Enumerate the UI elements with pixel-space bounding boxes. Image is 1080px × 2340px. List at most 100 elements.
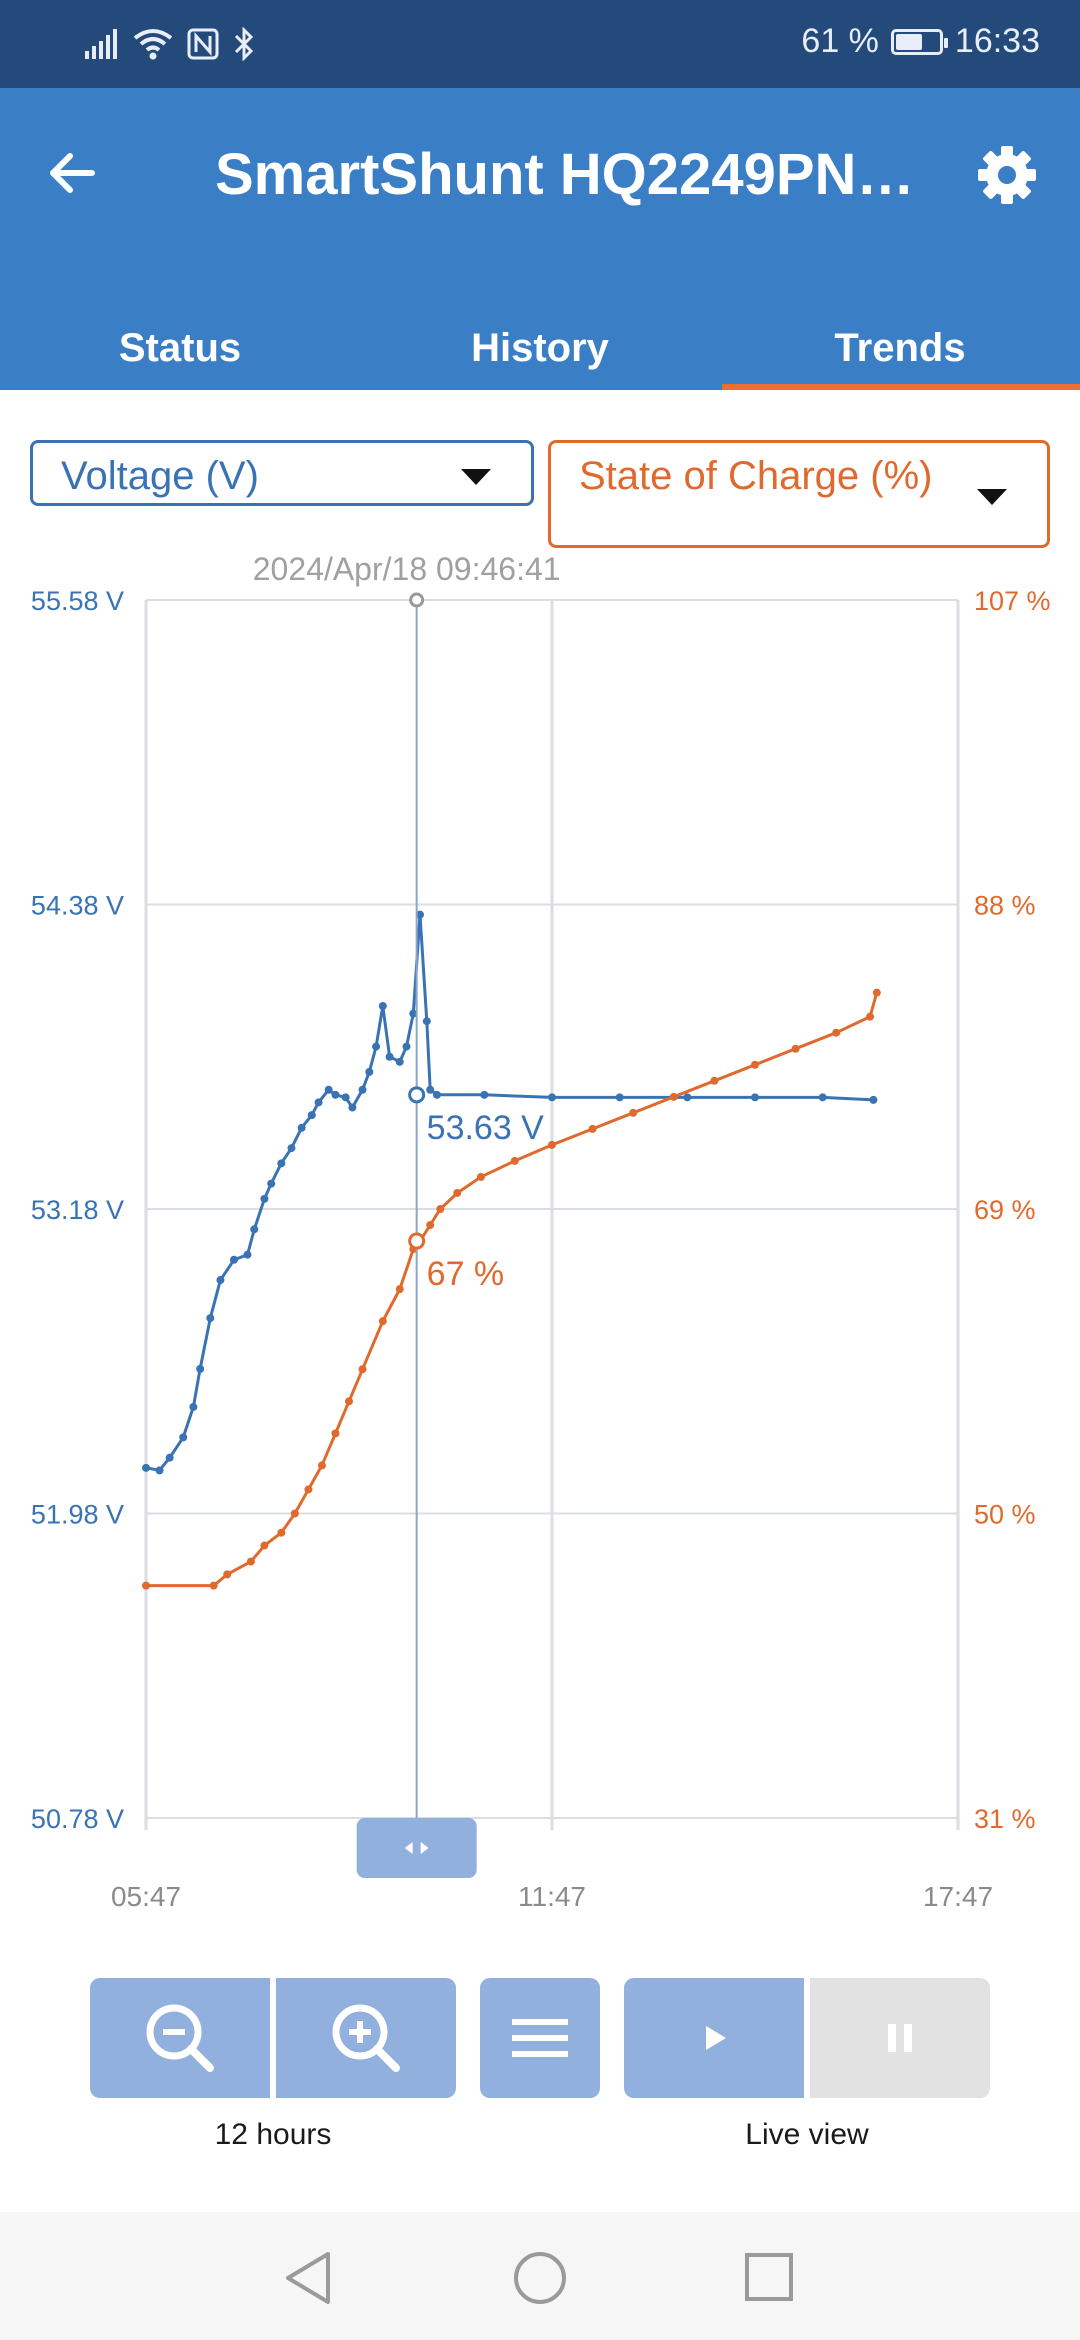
cursor-soc-label: 67 % [427, 1255, 505, 1293]
battery-icon [890, 28, 948, 55]
voltage-point [260, 1194, 269, 1203]
voltage-point [243, 1250, 252, 1259]
signal-icon [85, 29, 117, 59]
nav-home-icon[interactable] [512, 2250, 568, 2306]
soc-line [146, 992, 879, 1588]
cursor-voltage-label: 53.63 V [427, 1109, 545, 1147]
voltage-point [287, 1144, 296, 1153]
status-right: 61 % 16:33 [801, 22, 1040, 61]
soc-point [317, 1461, 326, 1470]
left-series-value: Voltage (V) [61, 454, 259, 498]
soc-point [548, 1140, 556, 1149]
clock: 16:33 [954, 22, 1040, 60]
tab-bar: Status History Trends [0, 286, 1080, 390]
voltage-point [385, 1052, 394, 1061]
cursor-drag-handle[interactable] [356, 1818, 477, 1878]
soc-point [872, 988, 881, 997]
voltage-point [416, 910, 425, 919]
zoom-out-button[interactable] [90, 1978, 270, 2098]
soc-point [510, 1156, 519, 1165]
voltage-point [372, 1042, 381, 1051]
soc-point [395, 1285, 404, 1294]
y-right-tick-label: 50 % [974, 1500, 1036, 1530]
y-left-tick-label: 54.38 V [31, 891, 124, 921]
voltage-point [277, 1159, 286, 1168]
voltage-point [426, 1085, 435, 1094]
y-right-tick-label: 69 % [974, 1195, 1036, 1225]
bluetooth-icon [234, 27, 254, 61]
tab-history-label: History [471, 326, 609, 370]
soc-point [476, 1172, 485, 1181]
wifi-icon [133, 29, 173, 60]
system-nav-bar [0, 2212, 1080, 2340]
active-tab-indicator [722, 384, 1080, 390]
soc-point [246, 1557, 255, 1566]
tab-status[interactable]: Status [0, 286, 360, 390]
soc-point [453, 1188, 462, 1197]
voltage-point [229, 1255, 238, 1264]
soc-point [358, 1365, 367, 1374]
battery-level [895, 33, 922, 50]
soc-point [209, 1581, 218, 1590]
voltage-point [324, 1085, 333, 1094]
voltage-point [395, 1057, 404, 1066]
voltage-point [402, 1042, 411, 1051]
chevron-down-icon [461, 469, 491, 485]
zoom-in-icon [332, 2004, 400, 2072]
voltage-point [331, 1090, 340, 1099]
cursor-top-marker [409, 592, 425, 608]
play-icon [706, 2026, 726, 2050]
handle-right-arrow-icon [420, 1842, 429, 1854]
soc-point [669, 1092, 678, 1101]
voltage-point [155, 1466, 164, 1475]
live-view-label: Live view [745, 2118, 869, 2151]
menu-button[interactable] [480, 1978, 600, 2098]
tab-history[interactable]: History [360, 286, 720, 390]
voltage-point [314, 1098, 323, 1107]
voltage-point [250, 1225, 259, 1234]
nav-recents-icon[interactable] [744, 2252, 794, 2302]
tab-trends[interactable]: Trends [720, 286, 1080, 390]
voltage-point [165, 1453, 174, 1462]
voltage-point [189, 1402, 198, 1411]
app-bar: SmartShunt HQ2249PNWKKF Status History T… [0, 88, 1080, 390]
voltage-point [683, 1093, 692, 1102]
soc-point [304, 1485, 313, 1494]
y-right-tick-label: 107 % [974, 586, 1051, 616]
y-right-tick-label: 88 % [974, 891, 1036, 921]
soc-point [629, 1108, 638, 1117]
gear-icon[interactable] [974, 142, 1040, 208]
voltage-point [179, 1433, 188, 1442]
soc-point [710, 1076, 719, 1085]
voltage-point [869, 1095, 878, 1104]
voltage-point [548, 1093, 556, 1102]
soc-point [378, 1317, 387, 1326]
voltage-point [348, 1103, 357, 1112]
y-left-tick-label: 55.58 V [31, 586, 124, 616]
voltage-point [216, 1276, 225, 1285]
play-button[interactable] [624, 1978, 804, 2098]
pause-button[interactable] [810, 1978, 990, 2098]
soc-point [866, 1012, 875, 1021]
right-series-select[interactable]: State of Charge (%) [548, 440, 1050, 548]
cursor-voltage-marker [408, 1086, 426, 1104]
tab-trends-label: Trends [834, 326, 966, 370]
arrow-left-icon[interactable] [40, 140, 106, 206]
range-label: 12 hours [214, 2118, 332, 2151]
battery-percent: 61 % [801, 22, 879, 60]
trend-chart[interactable]: 55.58 V 107 % 54.38 V 88 % 53.18 V 69 % 51.98 … [0, 540, 1080, 1940]
left-series-select[interactable]: Voltage (V) [30, 440, 534, 506]
soc-point [223, 1570, 232, 1579]
voltage-point [818, 1093, 827, 1102]
soc-point [277, 1528, 286, 1537]
x-tick-label: 11:47 [518, 1881, 586, 1912]
x-tick-label: 17:47 [923, 1881, 993, 1912]
status-bar: 61 % 16:33 [0, 0, 1080, 88]
voltage-point [378, 1002, 387, 1010]
nav-back-icon[interactable] [282, 2250, 334, 2306]
cursor-soc-marker [408, 1232, 426, 1250]
soc-point [832, 1028, 841, 1037]
zoom-in-button[interactable] [276, 1978, 456, 2098]
status-icons [85, 22, 255, 66]
soc-point [260, 1541, 269, 1550]
